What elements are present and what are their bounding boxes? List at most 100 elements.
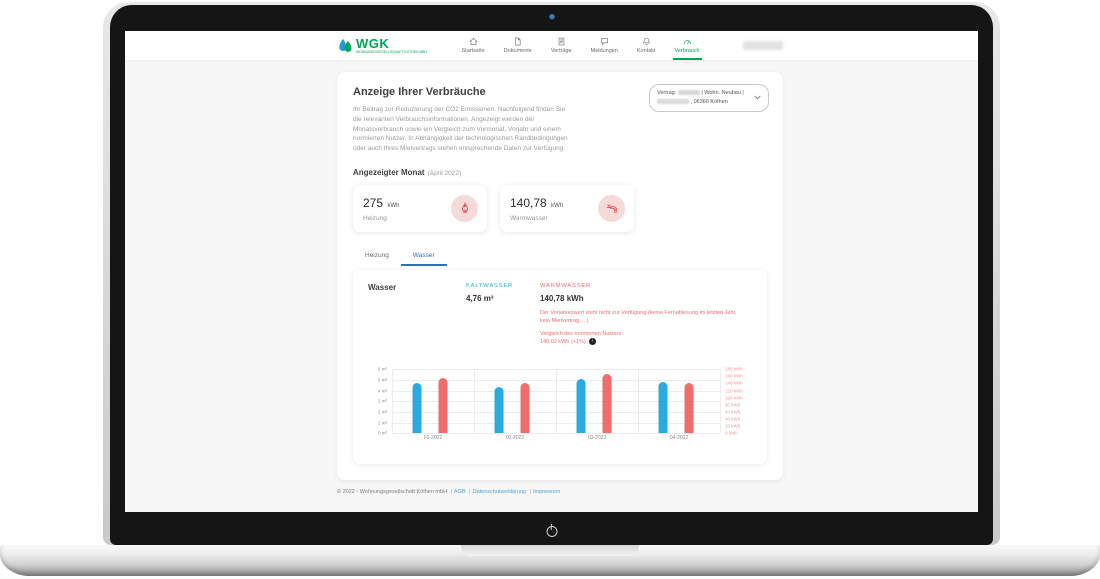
link-agb[interactable]: AGB: [454, 489, 466, 496]
main-area: Vertrag: | Wohn. Neubau | , 06366 Köthen…: [125, 60, 978, 495]
x-axis-label: 01-2022: [423, 435, 443, 442]
power-icon: [546, 526, 557, 537]
nav-item-dokumente[interactable]: Dokumente: [502, 31, 534, 60]
main-navigation: Startseite Dokumente Verträge: [460, 31, 702, 60]
consumption-bar-chart: 6 m³ 5 m³ 4 m³ 3 m³ 2 m³ 1 m³ 0 m³ 180 kWh 160 …: [368, 366, 752, 449]
left-axis-tick: 5 m³: [378, 377, 387, 383]
faucet-icon: [598, 194, 625, 222]
left-axis-tick: 1 m³: [378, 420, 387, 426]
chart-left-axis: 6 m³ 5 m³ 4 m³ 3 m³ 2 m³ 1 m³ 0 m³: [368, 366, 390, 436]
user-name-redacted[interactable]: [743, 41, 783, 50]
right-axis-tick: 160 kWh: [725, 373, 743, 379]
right-axis-tick: 140 kWh: [725, 380, 743, 386]
right-axis-tick: 100 kWh: [725, 395, 743, 401]
contract-selector[interactable]: Vertrag: | Wohn. Neubau | , 06366 Köthen: [649, 84, 769, 112]
chart-x-axis: 01-2022 02-2022 03-2022 04-2022: [392, 435, 720, 447]
bar-kaltwasser[interactable]: [412, 383, 422, 434]
warmwasser-unit: kWh: [551, 202, 564, 209]
chart-plot-area: [392, 369, 721, 435]
nav-item-kontakt[interactable]: Kontakt: [635, 31, 658, 60]
gridline-horizontal: [392, 433, 720, 435]
bar-warmwasser[interactable]: [602, 374, 612, 434]
left-axis-tick: 3 m³: [378, 398, 387, 404]
bar-kaltwasser[interactable]: [494, 386, 504, 434]
gridline-vertical: [556, 369, 557, 434]
x-axis-label: 04-2022: [669, 435, 689, 442]
right-axis-tick: 180 kWh: [725, 366, 743, 372]
month-heading: Angezeigter Monat (April 2022): [353, 167, 462, 177]
warmwasser-label: Warmwasser: [510, 214, 548, 222]
tab-bar: Heizung Wasser: [353, 248, 767, 266]
laptop-lid: WGK WOHNUNGSGESELLSCHAFT KÖTHEN MBH Star…: [103, 2, 1000, 545]
laptop-base: [0, 545, 1100, 576]
link-impressum[interactable]: Impressum: [533, 489, 561, 496]
nav-item-label: Kontakt: [636, 48, 656, 54]
bar-warmwasser[interactable]: [438, 378, 448, 434]
nav-item-verbrauch[interactable]: Verbrauch: [672, 31, 702, 60]
gauge-icon: [683, 40, 691, 45]
tab-wasser[interactable]: Wasser: [400, 248, 447, 266]
browser-viewport: WGK WOHNUNGSGESELLSCHAFT KÖTHEN MBH Star…: [125, 31, 978, 512]
nav-item-label: Meldungen: [590, 48, 618, 54]
kaltwasser-header: KALTWASSER: [466, 282, 513, 289]
logo-subtitle: WOHNUNGSGESELLSCHAFT KÖTHEN MBH: [356, 49, 427, 54]
laptop-notch: [461, 545, 639, 556]
heizung-label: Heizung: [363, 214, 387, 222]
nav-item-label: Startseite: [461, 48, 485, 54]
chart-right-axis: 180 kWh 160 kWh 140 kWh 120 kWh 100 kWh 80 kW…: [722, 366, 752, 436]
nav-item-startseite[interactable]: Startseite: [460, 31, 487, 60]
comparison-label: Vergleich des normierten Nutzers:: [540, 331, 623, 338]
comparison-value: 140,02 kWh (+1%): [540, 338, 586, 345]
right-axis-tick: 0 kWh: [725, 430, 738, 436]
top-navbar: WGK WOHNUNGSGESELLSCHAFT KÖTHEN MBH Star…: [125, 31, 978, 60]
gridline-vertical: [638, 369, 639, 434]
bar-warmwasser[interactable]: [684, 383, 694, 434]
link-datenschutz[interactable]: Datenschutzerklärung: [472, 489, 527, 496]
left-axis-tick: 4 m³: [378, 388, 387, 394]
metric-cards: 275 kWh Heizung: [353, 184, 767, 232]
logo-drops-icon: [339, 38, 352, 52]
laptop-screen: WGK WOHNUNGSGESELLSCHAFT KÖTHEN MBH Star…: [110, 5, 993, 545]
page-title: Anzeige Ihrer Verbräuche: [353, 86, 486, 98]
gridline-vertical: [474, 369, 475, 434]
info-icon[interactable]: i: [588, 338, 596, 346]
bell-icon: [642, 37, 650, 46]
warmwasser-header: WARMWASSER: [540, 282, 592, 289]
chevron-down-icon: [754, 96, 761, 100]
nav-item-label: Verbrauch: [674, 48, 700, 54]
right-axis-tick: 60 kWh: [725, 409, 741, 415]
gridline-vertical: [392, 369, 393, 434]
vorjahr-note: Der Vorjahreswert steht nicht zur Verfüg…: [540, 309, 737, 324]
nav-item-meldungen[interactable]: Meldungen: [589, 31, 620, 60]
redacted-contract-number: [677, 90, 700, 96]
tab-heizung[interactable]: Heizung: [365, 251, 389, 259]
consumption-card: Vertrag: | Wohn. Neubau | , 06366 Köthen…: [337, 72, 783, 481]
x-axis-label: 03-2022: [587, 435, 607, 442]
logo-text: WGK: [356, 36, 390, 51]
wasser-panel: Wasser KALTWASSER 4,76 m³ WARMWASSER 140…: [353, 269, 767, 465]
heizung-value: 275: [363, 195, 384, 210]
gridline-vertical: [720, 369, 721, 434]
right-axis-tick: 20 kWh: [725, 423, 741, 429]
redacted-street: [657, 98, 689, 104]
wgk-logo[interactable]: WGK WOHNUNGSGESELLSCHAFT KÖTHEN MBH: [337, 31, 440, 60]
bar-kaltwasser[interactable]: [576, 378, 586, 434]
right-axis-tick: 120 kWh: [725, 388, 743, 394]
panel-title: Wasser: [368, 282, 397, 292]
heizung-metric-card: 275 kWh Heizung: [353, 184, 487, 232]
contract-selector-text: Vertrag: | Wohn. Neubau | , 06366 Köthen: [657, 90, 744, 105]
bar-warmwasser[interactable]: [520, 383, 530, 434]
bar-kaltwasser[interactable]: [658, 382, 668, 434]
left-axis-tick: 2 m³: [378, 409, 387, 415]
flame-icon: [451, 194, 478, 222]
left-axis-tick: 0 m³: [378, 430, 387, 436]
x-axis-label: 02-2022: [505, 435, 525, 442]
document-icon: [515, 37, 521, 46]
intro-text: Ihr Beitrag zur Reduzierung der CO2 Emis…: [353, 106, 568, 152]
left-axis-tick: 6 m³: [378, 366, 387, 372]
page-footer: © 2022 - Wohnungsgesellschaft Köthen mbH…: [337, 489, 561, 496]
nav-item-label: Dokumente: [503, 48, 532, 54]
warmwasser-kwh-value: 140,78 kWh: [540, 293, 584, 303]
right-axis-tick: 80 kWh: [725, 402, 741, 408]
nav-item-vertraege[interactable]: Verträge: [549, 31, 574, 60]
